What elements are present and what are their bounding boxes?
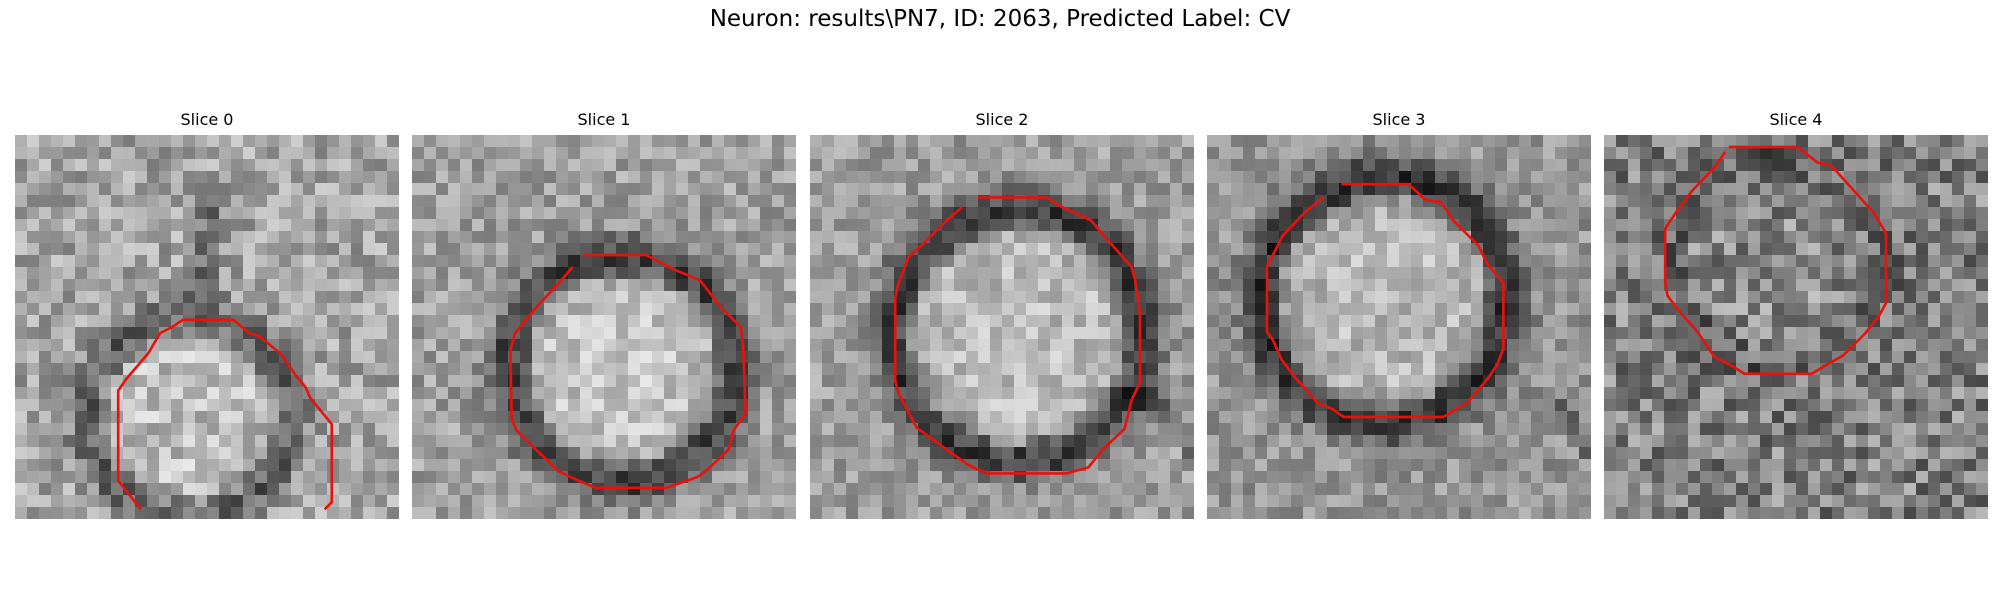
slice-panel-3: Slice 3 (1207, 108, 1591, 519)
pixel-texture (810, 135, 1194, 519)
slice-title-1: Slice 1 (577, 110, 631, 129)
contour-outline-1 (509, 253, 747, 490)
slice-panel-4: Slice 4 (1604, 108, 1988, 519)
slice-image-2 (810, 135, 1194, 519)
slice-panel-1: Slice 1 (412, 108, 796, 519)
slice-image-1 (412, 135, 796, 519)
slice-title-2: Slice 2 (975, 110, 1029, 129)
slice-image-0 (15, 135, 399, 519)
slice-panel-2: Slice 2 (810, 108, 1194, 519)
pixel-texture (1604, 135, 1988, 519)
slice-image-4 (1604, 135, 1988, 519)
slice-image-3 (1207, 135, 1591, 519)
contour-outline-3 (1265, 182, 1505, 419)
slice-panel-0: Slice 0 (15, 108, 399, 519)
contour-outline-4 (1663, 145, 1888, 376)
pixel-texture (15, 135, 399, 519)
slice-title-0: Slice 0 (180, 110, 234, 129)
pixel-texture (412, 135, 796, 519)
contour-outline-2 (893, 196, 1142, 475)
slice-title-4: Slice 4 (1769, 110, 1823, 129)
contour-outline-0 (116, 318, 334, 511)
figure-title: Neuron: results\PN7, ID: 2063, Predicted… (709, 6, 1291, 32)
pixel-texture (1207, 135, 1591, 519)
slice-title-3: Slice 3 (1372, 110, 1426, 129)
